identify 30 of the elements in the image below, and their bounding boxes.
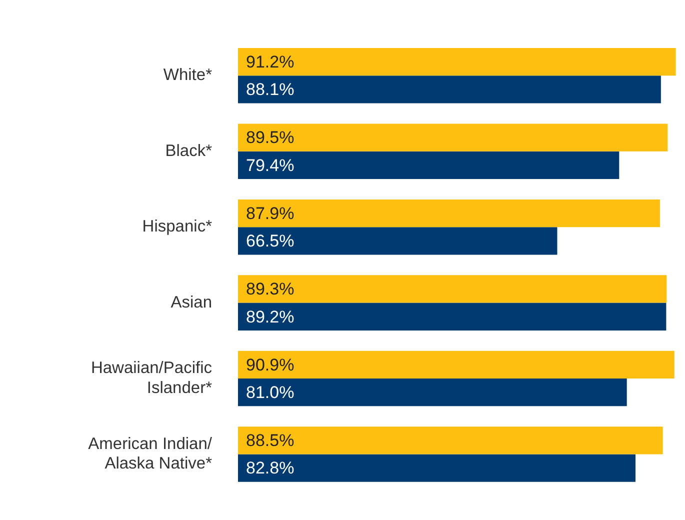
- bar: [238, 76, 661, 104]
- data-label: 89.3%: [246, 280, 294, 299]
- y-tick-label: White*: [163, 66, 213, 84]
- data-label: 87.9%: [246, 204, 294, 223]
- data-label: 66.5%: [246, 232, 294, 251]
- data-label: 82.8%: [246, 458, 294, 478]
- bar: [238, 124, 668, 152]
- bar: [238, 350, 674, 379]
- y-tick-label: American Indian/ Alaska Native*: [88, 434, 213, 473]
- data-label: 89.2%: [246, 307, 294, 326]
- data-label: 88.5%: [246, 431, 294, 450]
- bar: [238, 227, 558, 255]
- y-tick-label: Hispanic*: [142, 218, 213, 236]
- bar: [238, 426, 663, 454]
- data-label: 89.5%: [246, 128, 294, 148]
- bar: [238, 454, 636, 482]
- bar: [238, 151, 620, 180]
- y-tick-label: Hawaiian/Pacific Islander*: [90, 359, 213, 397]
- bar: [238, 378, 627, 406]
- data-label: 91.2%: [246, 52, 294, 72]
- data-label: 81.0%: [246, 383, 294, 402]
- bar: [238, 275, 667, 303]
- data-label: 90.9%: [246, 355, 294, 374]
- bar: [238, 199, 660, 228]
- data-label: 79.4%: [246, 156, 294, 175]
- bar: [238, 302, 666, 330]
- y-tick-label: Black*: [165, 142, 213, 160]
- y-tick-label: Asian: [170, 293, 212, 312]
- data-label: 88.1%: [246, 80, 294, 100]
- bar: [238, 48, 676, 76]
